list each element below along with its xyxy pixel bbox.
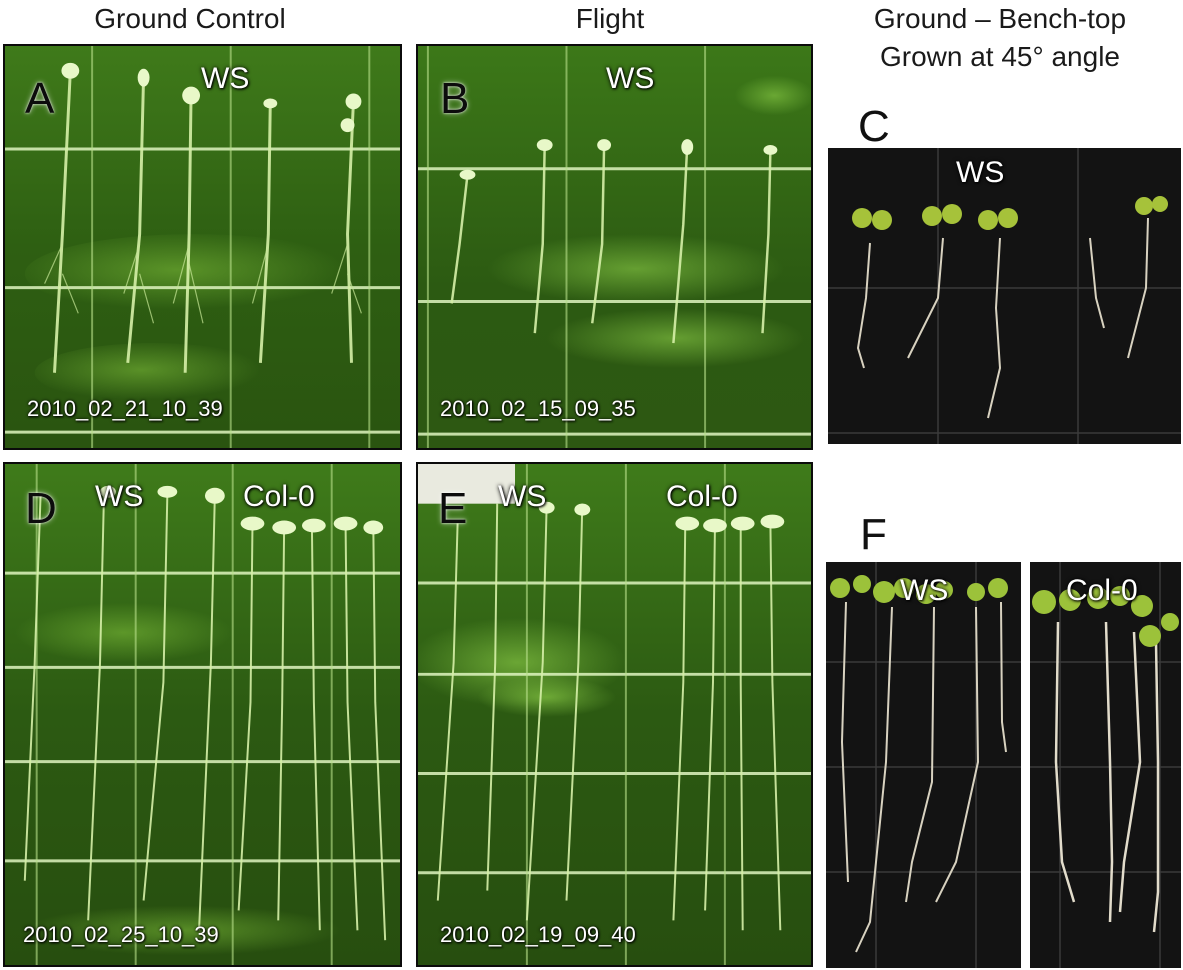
- panel-d-timestamp: 2010_02_25_10_39: [23, 922, 219, 947]
- panel-d-genotype-right: Col-0: [243, 480, 315, 513]
- panel-a-genotype: WS: [201, 62, 250, 95]
- panel-f-genotype-left: WS: [900, 574, 949, 607]
- panel-a-timestamp: 2010_02_21_10_39: [27, 396, 223, 421]
- panel-e-genotype-left: WS: [498, 480, 547, 513]
- panel-c-image: WS: [828, 148, 1181, 444]
- panel-b-genotype: WS: [606, 62, 655, 95]
- header-ground-control: Ground Control: [94, 3, 286, 34]
- header-bench-top-line2: Grown at 45° angle: [879, 41, 1120, 72]
- panel-f-letter: F: [860, 510, 887, 559]
- header-bench-top-line1: Ground – Bench-top: [873, 3, 1127, 34]
- panel-e-genotype-right: Col-0: [666, 480, 738, 513]
- panel-e-letter: E: [438, 484, 468, 533]
- panel-a-image: A WS 2010_02_21_10_39: [3, 44, 402, 450]
- panel-a-letter: A: [25, 74, 55, 123]
- panel-d-letter: D: [25, 484, 57, 533]
- panel-b-image: B WS 2010_02_15_09_35: [416, 44, 813, 450]
- panel-f-image-col0: Col-0: [1030, 562, 1181, 968]
- panel-c-letter: C: [858, 102, 890, 151]
- panel-d-genotype-left: WS: [95, 480, 144, 513]
- panel-b-letter: B: [440, 74, 470, 123]
- panel-b-timestamp: 2010_02_15_09_35: [440, 396, 636, 421]
- panel-e-timestamp: 2010_02_19_09_40: [440, 922, 636, 947]
- panel-f-image-ws: WS: [826, 562, 1021, 968]
- header-flight: Flight: [575, 3, 645, 34]
- panel-e-image: E WS Col-0 2010_02_19_09_40: [416, 462, 813, 967]
- panel-c-genotype: WS: [956, 156, 1005, 189]
- panel-d-image: D WS Col-0 2010_02_25_10_39: [3, 462, 402, 967]
- panel-f-genotype-right: Col-0: [1066, 574, 1138, 607]
